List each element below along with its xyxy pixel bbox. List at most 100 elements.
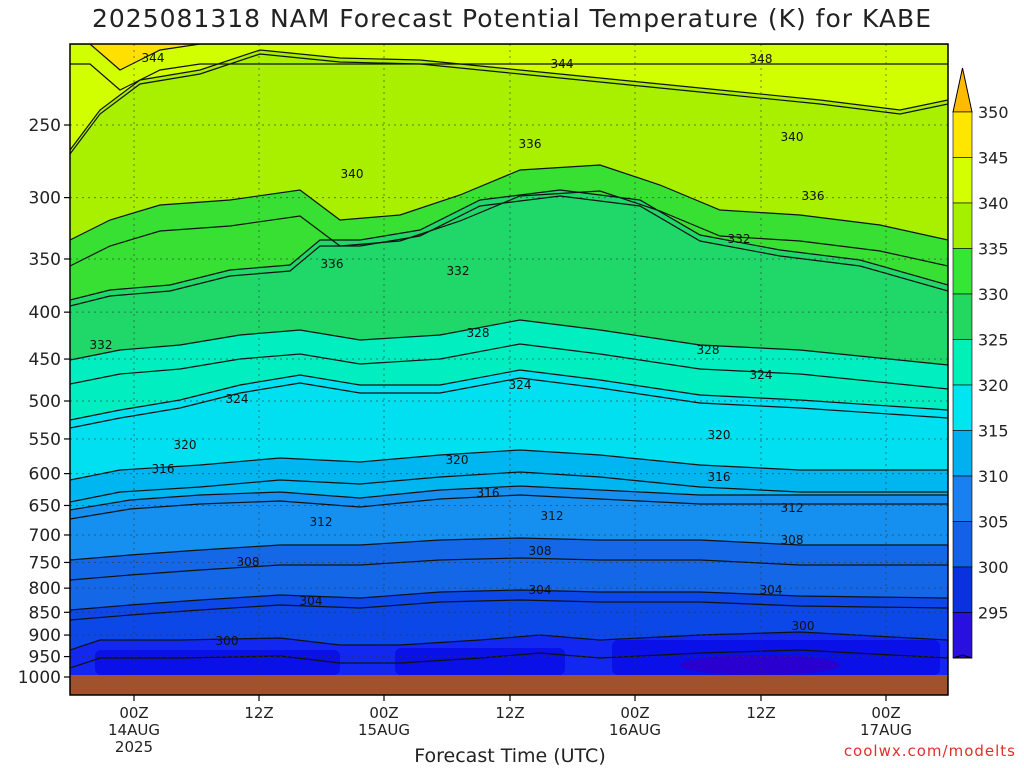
colorbar-label: 310 bbox=[978, 467, 1009, 486]
x-tick-label: 00Z bbox=[119, 704, 148, 722]
y-tick-label: 1000 bbox=[18, 668, 61, 688]
contour-label: 316 bbox=[477, 486, 500, 500]
isentrope-line bbox=[70, 631, 948, 651]
contour-label: 308 bbox=[237, 555, 260, 569]
contour-label: 328 bbox=[467, 326, 490, 340]
chart-title: 2025081318 NAM Forecast Potential Temper… bbox=[91, 4, 932, 33]
contour-label: 324 bbox=[750, 368, 773, 382]
contour-label: 336 bbox=[321, 257, 344, 271]
contour-label: 300 bbox=[792, 619, 815, 633]
contour-label: 328 bbox=[697, 343, 720, 357]
y-tick-label: 400 bbox=[29, 303, 61, 323]
contour-label: 336 bbox=[519, 137, 542, 151]
y-tick-label: 900 bbox=[29, 626, 61, 646]
colorbar-swatch bbox=[952, 475, 973, 522]
colorbar-label: 300 bbox=[978, 558, 1009, 577]
contour-label: 348 bbox=[750, 52, 773, 66]
isentrope-line bbox=[70, 319, 948, 366]
site-credit: coolwx.com/modelts bbox=[843, 742, 1016, 760]
isentrope-line bbox=[70, 377, 948, 429]
contour-label: 324 bbox=[509, 378, 532, 392]
contour-label: 304 bbox=[760, 583, 783, 597]
colorbar-label: 320 bbox=[978, 376, 1009, 395]
colorbar-swatch bbox=[952, 202, 973, 249]
isentrope-line bbox=[70, 471, 948, 503]
y-tick-label: 850 bbox=[29, 603, 61, 623]
colorbar-label: 315 bbox=[978, 422, 1009, 441]
contour-label: 344 bbox=[142, 51, 165, 65]
isentrope-line bbox=[70, 44, 948, 71]
x-axis-label: Forecast Time (UTC) bbox=[414, 745, 606, 767]
colorbar-swatch bbox=[952, 293, 973, 340]
contour-label: 320 bbox=[174, 438, 197, 452]
contour-label: 308 bbox=[529, 544, 552, 558]
contour-label: 316 bbox=[708, 470, 731, 484]
isentrope-line bbox=[70, 190, 948, 267]
contour-label: 336 bbox=[802, 189, 825, 203]
colorbar-swatch bbox=[952, 157, 973, 204]
ground-surface bbox=[70, 675, 948, 695]
colorbar-label: 340 bbox=[978, 194, 1009, 213]
contour-label: 308 bbox=[781, 533, 804, 547]
colorbar-bottom-cap bbox=[952, 654, 973, 659]
isentrope-line bbox=[70, 485, 948, 511]
y-tick-label: 450 bbox=[29, 350, 61, 370]
isentrope-line bbox=[70, 164, 948, 241]
contour-label: 332 bbox=[90, 338, 113, 352]
contour-label: 304 bbox=[529, 583, 552, 597]
x-tick-label: 16AUG bbox=[609, 721, 661, 739]
isentrope-line bbox=[70, 649, 948, 669]
contour-label: 304 bbox=[300, 594, 323, 608]
isentrope-line bbox=[70, 343, 948, 390]
y-tick-label: 350 bbox=[29, 250, 61, 270]
colorbar-swatch bbox=[952, 384, 973, 431]
y-tick-label: 550 bbox=[29, 430, 61, 450]
contour-label: 340 bbox=[781, 130, 804, 144]
contour-label: 320 bbox=[446, 453, 469, 467]
isentrope-line bbox=[70, 494, 948, 520]
x-tick-label: 00Z bbox=[369, 704, 398, 722]
y-tick-label: 800 bbox=[29, 579, 61, 599]
y-tick-label: 500 bbox=[29, 392, 61, 412]
colorbar-label: 335 bbox=[978, 240, 1009, 259]
contour-label: 324 bbox=[226, 392, 249, 406]
colorbar-swatch bbox=[952, 566, 973, 613]
x-tick-label: 15AUG bbox=[358, 721, 410, 739]
y-tick-label: 250 bbox=[29, 116, 61, 136]
colorbar-top-cap bbox=[952, 67, 973, 113]
coldest-pocket bbox=[680, 655, 840, 675]
colorbar-swatch bbox=[952, 612, 973, 659]
colorbar-swatch bbox=[952, 111, 973, 158]
x-tick-label: 00Z bbox=[871, 704, 900, 722]
y-tick-label: 300 bbox=[29, 189, 61, 209]
y-tick-label: 650 bbox=[29, 496, 61, 516]
colorbar-swatch bbox=[952, 430, 973, 477]
y-tick-label: 950 bbox=[29, 648, 61, 668]
isentrope-line bbox=[70, 599, 948, 621]
isentrope-line bbox=[70, 189, 948, 301]
contour-label: 332 bbox=[728, 232, 751, 246]
isentrope-line bbox=[70, 53, 948, 155]
y-tick-label: 700 bbox=[29, 526, 61, 546]
colorbar-label: 295 bbox=[978, 604, 1009, 623]
x-tick-label: 17AUG bbox=[860, 721, 912, 739]
colorbar-swatch bbox=[952, 521, 973, 568]
x-tick-label: 14AUG bbox=[108, 721, 160, 739]
contour-label: 344 bbox=[551, 57, 574, 71]
contour-label: 316 bbox=[152, 462, 175, 476]
x-tick-label: 12Z bbox=[244, 704, 273, 722]
isentrope-line bbox=[70, 49, 948, 151]
cold-pocket-1 bbox=[95, 650, 340, 675]
colorbar-swatch bbox=[952, 248, 973, 295]
isentrope-line bbox=[70, 369, 948, 421]
colorbar-label: 330 bbox=[978, 285, 1009, 304]
colorbar-label: 345 bbox=[978, 149, 1009, 168]
contour-label: 300 bbox=[216, 634, 239, 648]
x-tick-label: 12Z bbox=[746, 704, 775, 722]
contour-label: 312 bbox=[781, 501, 804, 515]
colorbar-label: 325 bbox=[978, 331, 1009, 350]
y-tick-label: 750 bbox=[29, 553, 61, 573]
x-tick-label: 12Z bbox=[495, 704, 524, 722]
colorbar-swatch bbox=[952, 339, 973, 386]
